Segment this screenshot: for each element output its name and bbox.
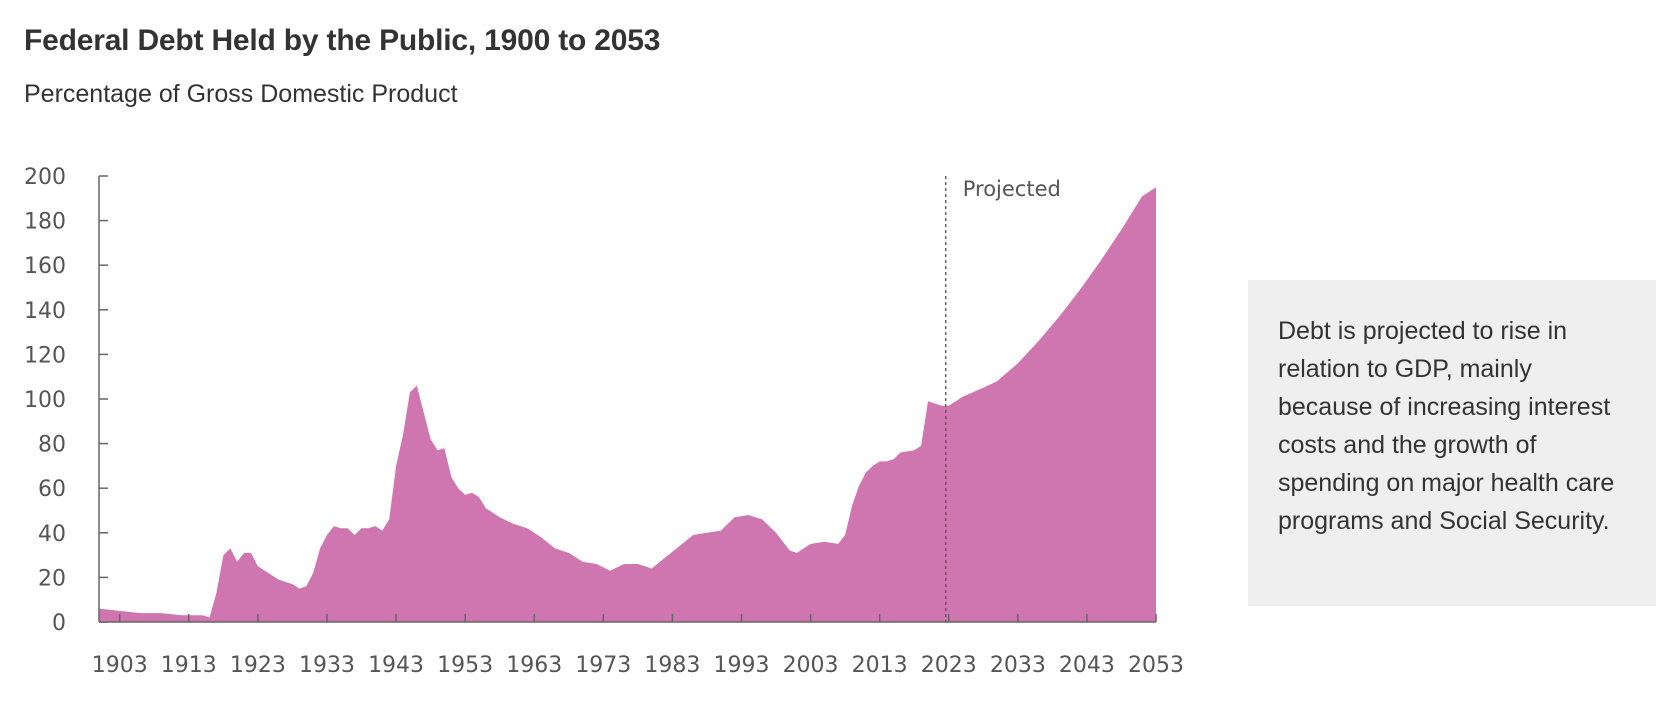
x-tick-label: 2043 <box>1059 653 1115 678</box>
y-tick-label: 180 <box>24 210 66 235</box>
y-axis-ticks: 0 20 40 60 80 100 120 140 160 180 200 <box>24 165 108 636</box>
debt-area-chart: 0 20 40 60 80 100 120 140 160 180 200 1903 1913 1923… <box>24 165 1184 678</box>
chart-title: Federal Debt Held by the Public, 1900 to… <box>24 24 661 57</box>
x-tick-label: 1973 <box>575 653 631 678</box>
axes <box>98 176 1156 623</box>
x-axis-ticks: 1903 1913 1923 1933 1943 1953 1963 1973 1983 1993… <box>92 614 1184 678</box>
x-tick-label: 2013 <box>852 653 908 678</box>
x-tick-label: 2033 <box>990 653 1046 678</box>
x-tick-label: 1983 <box>644 653 700 678</box>
y-tick-label: 160 <box>24 254 66 279</box>
debt-area <box>99 187 1156 622</box>
x-tick-label: 1953 <box>437 653 493 678</box>
y-tick-label: 80 <box>38 433 66 458</box>
x-tick-label: 1923 <box>230 653 286 678</box>
y-tick-label: 60 <box>38 477 66 502</box>
annotation-text: Debt is projected to rise in relation to… <box>1278 317 1615 535</box>
x-tick-label: 2023 <box>921 653 977 678</box>
y-tick-label: 40 <box>38 522 66 547</box>
y-tick-label: 0 <box>52 611 66 636</box>
y-tick-label: 140 <box>24 299 66 324</box>
projected-label: Projected <box>963 177 1061 201</box>
x-tick-label: 2003 <box>783 653 839 678</box>
x-tick-label: 1903 <box>92 653 148 678</box>
x-tick-label: 1993 <box>713 653 769 678</box>
y-tick-label: 100 <box>24 388 66 413</box>
x-tick-label: 1933 <box>299 653 355 678</box>
y-tick-label: 200 <box>24 165 66 190</box>
y-tick-label: 20 <box>38 566 66 591</box>
x-tick-label: 1943 <box>368 653 424 678</box>
x-tick-label: 1963 <box>506 653 562 678</box>
annotation-box: Debt is projected to rise in relation to… <box>1248 280 1656 606</box>
chart-subtitle: Percentage of Gross Domestic Product <box>24 80 458 108</box>
x-tick-label: 2053 <box>1128 653 1184 678</box>
y-tick-label: 120 <box>24 343 66 368</box>
x-tick-label: 1913 <box>161 653 217 678</box>
